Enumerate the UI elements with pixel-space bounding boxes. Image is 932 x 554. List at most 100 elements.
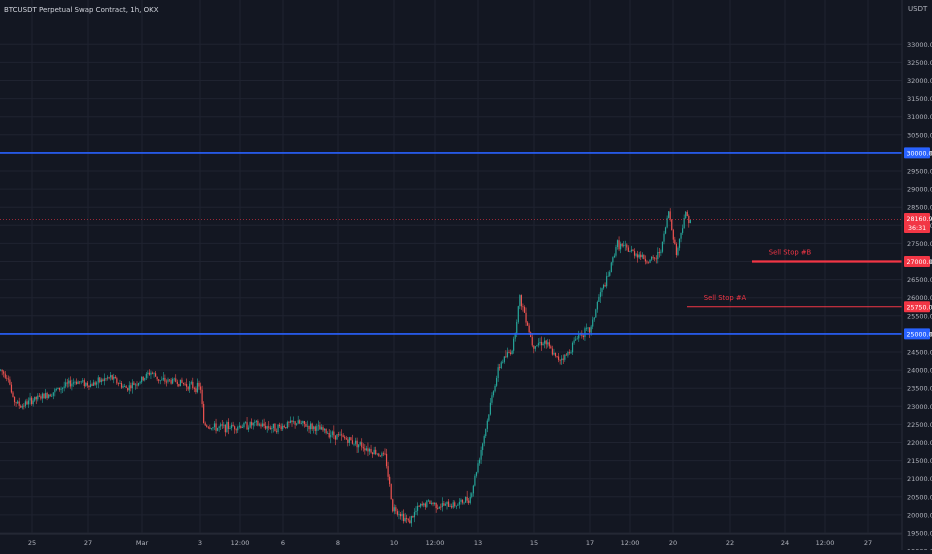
candle-body	[271, 428, 272, 429]
candle-body	[31, 398, 32, 405]
candle-body	[245, 422, 246, 423]
candle-body	[12, 392, 13, 396]
candle-body	[34, 397, 35, 401]
candle-body	[84, 380, 85, 386]
candle-body	[233, 425, 234, 426]
candle-body	[494, 386, 495, 391]
candle-body	[490, 403, 491, 415]
candle-body	[281, 426, 282, 429]
candle-body	[264, 424, 265, 426]
candle-body	[175, 378, 176, 381]
candle-body	[237, 427, 238, 430]
candle-body	[79, 381, 80, 382]
candle-body	[665, 227, 666, 233]
candle-body	[78, 381, 79, 384]
stop-price-label: 25750.0	[907, 304, 932, 311]
candle-body	[676, 244, 677, 255]
candle-body	[467, 497, 468, 501]
price-tick-label: 24000.0	[907, 367, 932, 375]
candle-body	[54, 389, 55, 392]
candle-body	[319, 425, 320, 429]
time-tick-label: 12:00	[621, 539, 640, 547]
candle-body	[603, 285, 604, 288]
time-tick-label: 24	[781, 539, 789, 547]
candle-body	[389, 477, 390, 484]
candle-body	[507, 352, 508, 357]
candle-body	[186, 384, 187, 387]
candle-body	[161, 380, 162, 381]
time-tick-label: 22	[726, 539, 734, 547]
candle-body	[360, 442, 361, 444]
candle-body	[349, 437, 350, 443]
candle	[671, 219, 672, 230]
price-tick-label: 20500.0	[907, 493, 932, 501]
candle-body	[357, 441, 358, 448]
candle-body	[380, 456, 381, 457]
candle-body	[508, 352, 509, 353]
candle-body	[463, 503, 464, 504]
candle-body	[51, 396, 52, 397]
candle-body	[23, 406, 24, 407]
candle-body	[223, 425, 224, 426]
candle-body	[519, 295, 520, 306]
candle-body	[48, 395, 49, 398]
candle-body	[485, 429, 486, 436]
candle-body	[391, 484, 392, 499]
candle-body	[657, 252, 658, 259]
candle-body	[107, 377, 108, 378]
candle-body	[129, 385, 130, 390]
candle-body	[400, 514, 401, 516]
candle-body	[450, 506, 451, 507]
candle-body	[208, 427, 209, 428]
candle-body	[639, 255, 640, 258]
candle-body	[482, 444, 483, 450]
candle-body	[549, 342, 550, 346]
candle-body	[595, 309, 596, 317]
candle-body	[474, 476, 475, 486]
stop-price-label: 27000.0	[907, 259, 932, 266]
candle-body	[318, 425, 319, 426]
candle-body	[212, 427, 213, 428]
candle-body	[491, 395, 492, 403]
candle-body	[646, 261, 647, 262]
candle-body	[28, 400, 29, 404]
candle-body	[198, 383, 199, 387]
candle-body	[9, 379, 10, 384]
candle-body	[541, 342, 542, 345]
candle-body	[615, 247, 616, 256]
candle-body	[358, 444, 359, 447]
candle-body	[682, 228, 683, 233]
candle-body	[220, 424, 221, 426]
candle	[465, 496, 466, 502]
candle-body	[343, 435, 344, 437]
candle-body	[177, 382, 178, 384]
candle-body	[29, 398, 30, 401]
candle-body	[420, 504, 421, 507]
candle-body	[481, 450, 482, 460]
candle-body	[71, 384, 72, 387]
time-tick-label: 12:00	[426, 539, 445, 547]
time-tick-label: 6	[281, 539, 285, 547]
time-tick-label: 8	[336, 539, 340, 547]
candle-body	[437, 508, 438, 509]
candle-body	[392, 499, 393, 511]
candle-body	[56, 389, 57, 390]
time-tick-label: 3	[198, 539, 202, 547]
candle-body	[91, 384, 92, 386]
candle-body	[326, 429, 327, 433]
candle-body	[98, 377, 99, 382]
candle-body	[42, 394, 43, 399]
price-tick-label: 26000.0	[907, 294, 932, 302]
candle-body	[401, 514, 402, 516]
candle-body	[268, 426, 269, 428]
time-tick-label: Mar	[136, 539, 149, 547]
candle-body	[364, 448, 365, 450]
candle	[392, 499, 393, 513]
candle-body	[547, 342, 548, 344]
candle-body	[338, 434, 339, 435]
candle-body	[479, 460, 480, 464]
candle-body	[659, 252, 660, 253]
candle-body	[110, 375, 111, 377]
